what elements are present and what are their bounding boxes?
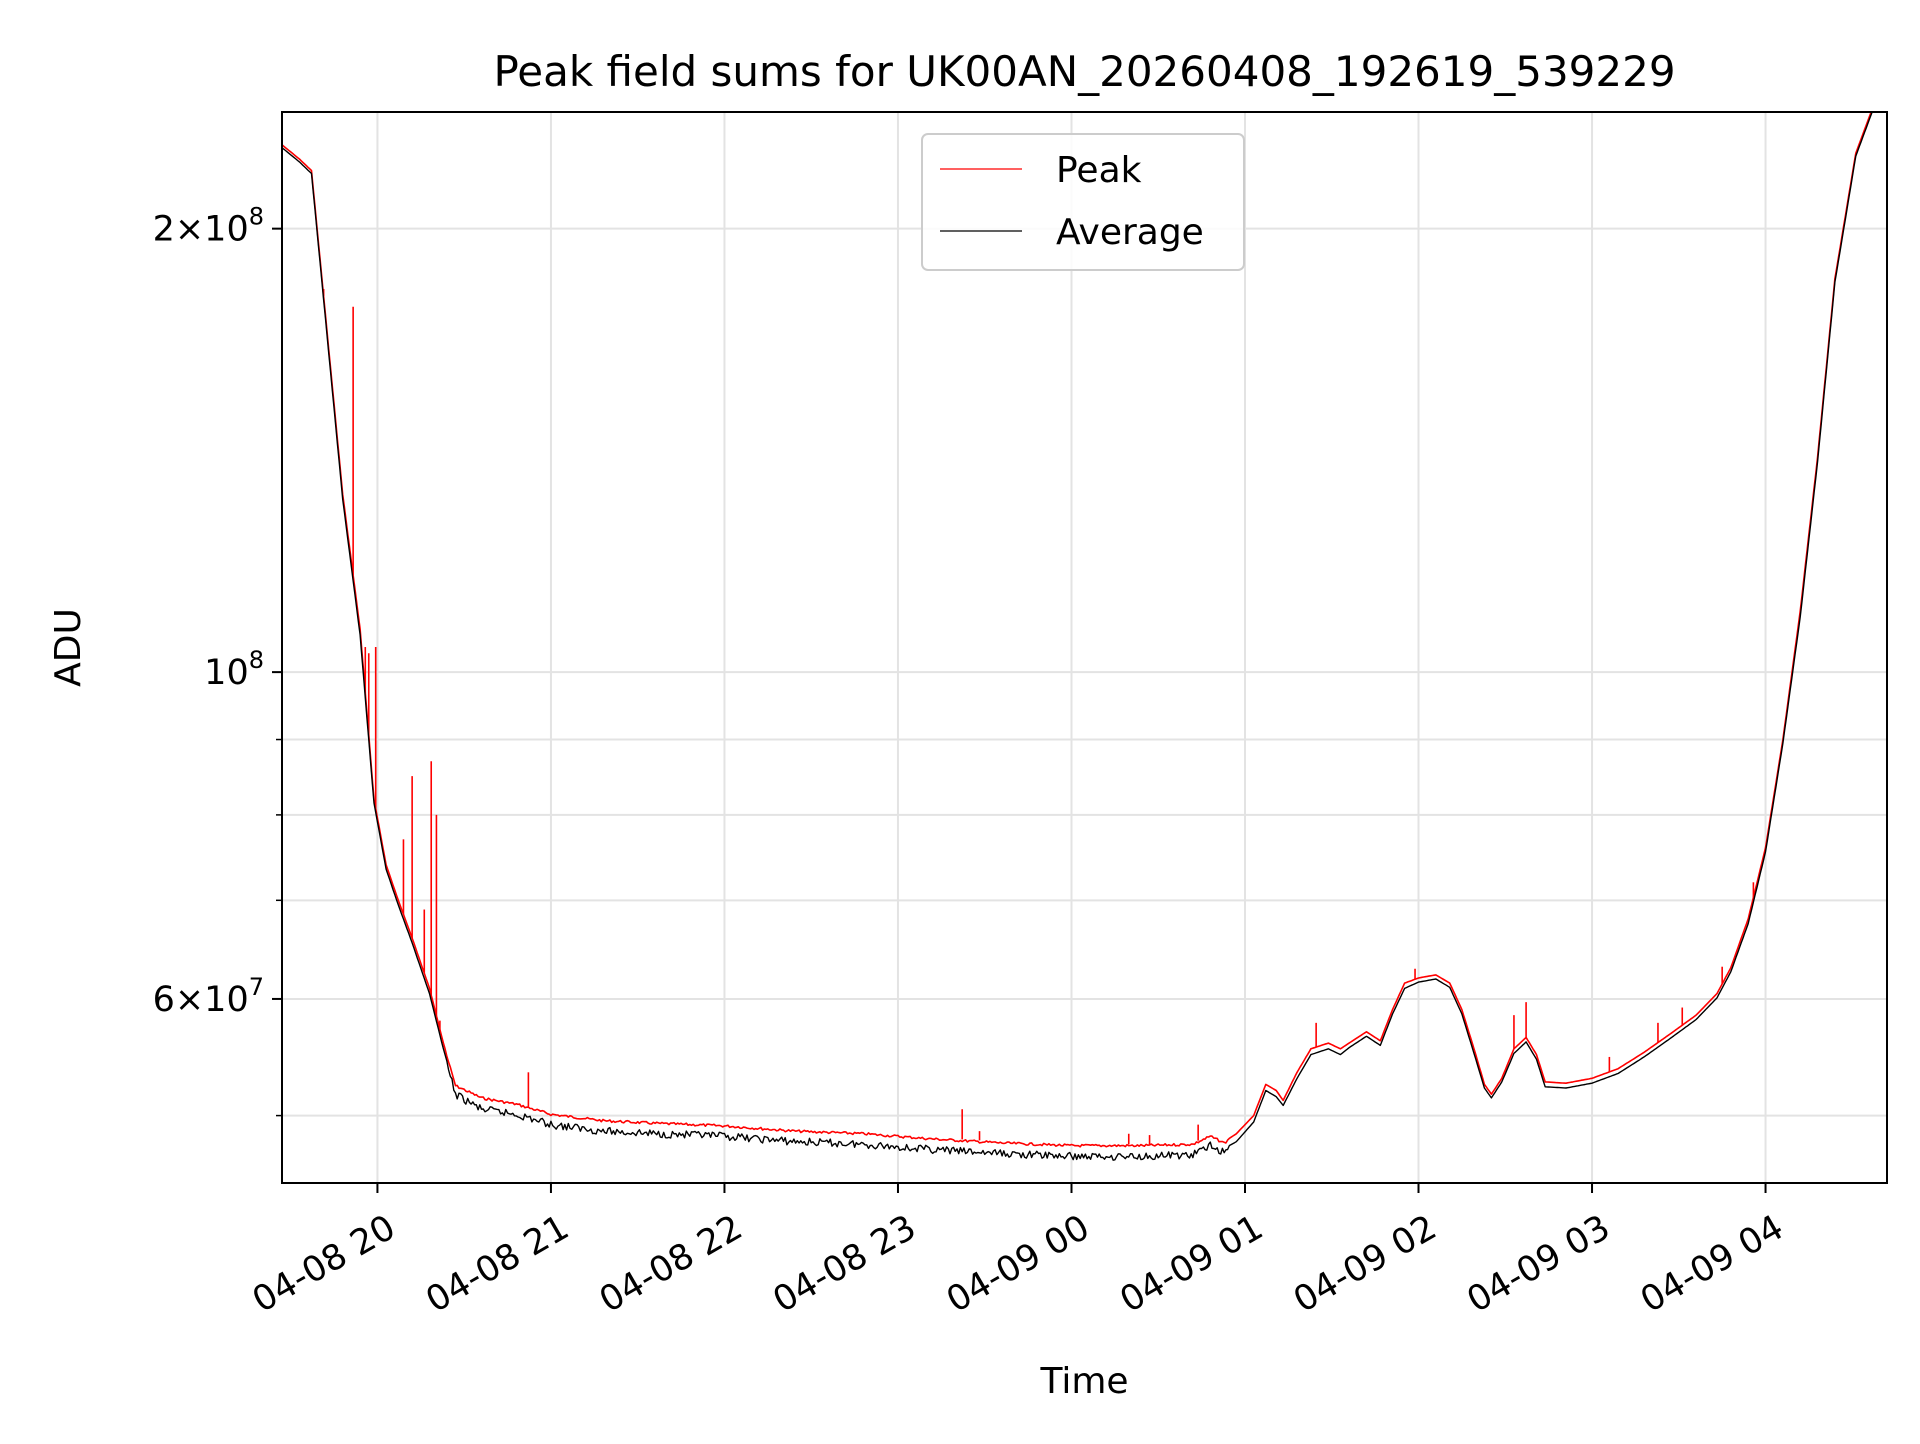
y-tick-label: 6×107 — [153, 973, 264, 1020]
legend-peak-label: Peak — [1056, 150, 1142, 191]
chart-title: Peak field sums for UK00AN_20260408_1926… — [493, 47, 1675, 96]
peak-series-line — [282, 112, 1873, 1148]
average-series-line — [282, 112, 1873, 1161]
legend: Peak Average — [921, 133, 1245, 271]
plot-frame — [281, 111, 1888, 1184]
legend-average-label: Average — [1056, 212, 1204, 253]
series-layer — [282, 112, 1873, 1161]
x-axis-label: Time — [1039, 1361, 1128, 1402]
y-axis-label: ADU — [48, 608, 89, 687]
y-tick-label: 108 — [204, 646, 264, 693]
legend-box — [921, 133, 1245, 271]
y-tick-label: 2×108 — [153, 203, 264, 250]
